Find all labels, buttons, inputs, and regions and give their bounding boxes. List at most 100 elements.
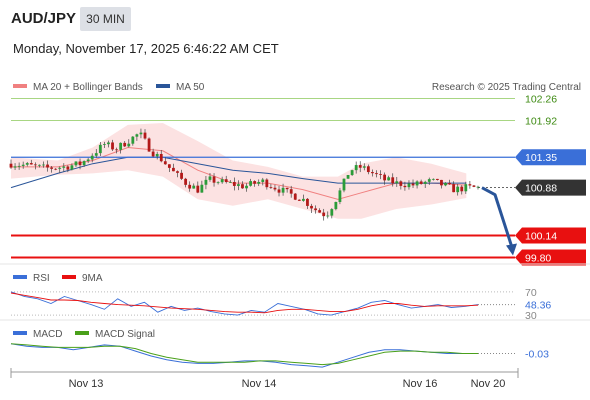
macd-series-line (10, 343, 478, 366)
candle (200, 184, 204, 193)
candle (139, 132, 143, 135)
candle (74, 161, 78, 166)
target-level-label: 101.92 (525, 115, 557, 127)
candle (326, 215, 330, 217)
candle (265, 179, 269, 188)
candle (228, 181, 232, 183)
candle (147, 138, 151, 152)
time-tick-label: Nov 20 (471, 378, 506, 390)
candle (155, 153, 159, 157)
candle (423, 181, 427, 184)
candle (237, 184, 240, 186)
ma50-line (10, 156, 467, 189)
candle (25, 163, 29, 165)
symbol-label: AUD/JPY (11, 10, 77, 27)
legend-swatch (13, 275, 27, 279)
support-level-tag (515, 249, 586, 266)
candle (456, 186, 460, 193)
candle (127, 143, 131, 147)
macd-last-value: -0.03 (525, 349, 549, 361)
candle (464, 184, 468, 192)
candle (301, 198, 305, 201)
candle (192, 185, 196, 189)
legend-label: 9MA (82, 273, 103, 284)
candle (115, 149, 118, 151)
candle (220, 179, 224, 183)
candle (468, 184, 472, 186)
candle (94, 153, 98, 156)
candle (338, 190, 342, 202)
candle (54, 168, 58, 170)
candle (216, 182, 220, 184)
candle (111, 142, 114, 150)
candle (90, 155, 94, 160)
candle (419, 181, 423, 184)
candle (103, 144, 106, 145)
legend-swatch (156, 84, 170, 88)
candle (151, 151, 155, 157)
candle (281, 187, 285, 193)
candle (42, 164, 45, 166)
candle (399, 181, 403, 186)
support-level-label: 99.80 (525, 252, 551, 264)
rsi-axis-label: 70 (525, 287, 537, 299)
time-tick-label: Nov 16 (403, 378, 438, 390)
last-price-label: 100.88 (525, 183, 557, 195)
candle (342, 178, 346, 191)
candle (407, 183, 411, 188)
candle (261, 179, 265, 182)
candle (86, 159, 90, 162)
candle (273, 187, 277, 190)
candle (62, 166, 66, 168)
candle (444, 182, 447, 186)
candle (245, 185, 248, 189)
candle (13, 166, 17, 168)
candle (427, 179, 431, 182)
legend-swatch (13, 84, 27, 88)
timeframe-button[interactable]: 30 MIN (80, 7, 131, 31)
candle (176, 171, 179, 173)
candle (17, 165, 21, 167)
candle (58, 167, 62, 169)
candle (358, 165, 362, 168)
candle (46, 164, 49, 168)
candle (440, 179, 443, 186)
candle (196, 185, 200, 193)
candle (123, 142, 127, 147)
rsi-series-line (10, 291, 479, 316)
candle (448, 182, 451, 185)
candle (269, 187, 273, 188)
time-tick-label: Nov 14 (242, 378, 277, 390)
candle (431, 178, 435, 180)
candle (452, 184, 456, 193)
candle (70, 165, 74, 170)
candle (163, 161, 167, 165)
candle (330, 209, 334, 216)
projection-arrowhead (506, 243, 517, 256)
timestamp-label: Monday, November 17, 2025 6:46:22 AM CET (13, 41, 279, 56)
candle (346, 174, 350, 179)
legend-swatch (13, 331, 27, 335)
candle (383, 174, 386, 181)
candle (204, 179, 208, 185)
candle (21, 164, 25, 166)
support-level-tag (515, 227, 586, 244)
candle (387, 177, 391, 181)
candle (472, 185, 476, 187)
candle (98, 144, 102, 154)
candle (391, 177, 395, 184)
candle (119, 142, 123, 150)
candle (78, 161, 82, 166)
candle (180, 172, 183, 179)
rsi-last-value: 48.36 (525, 300, 551, 312)
candle (366, 166, 370, 173)
legend-label: MA 50 (176, 82, 205, 93)
candle (253, 181, 257, 184)
candle (159, 153, 163, 162)
credit-label: Research © 2025 Trading Central (432, 82, 581, 93)
candle (362, 166, 366, 168)
candle (289, 189, 293, 194)
pivot-level-label: 101.35 (525, 152, 557, 164)
support-level-label: 100.14 (525, 230, 557, 242)
